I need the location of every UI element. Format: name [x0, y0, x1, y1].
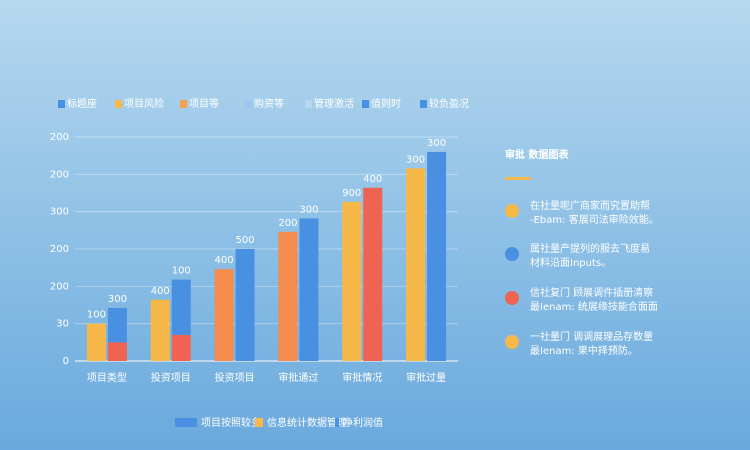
bar — [363, 187, 383, 361]
legend-swatch — [255, 418, 263, 427]
bar — [150, 299, 170, 361]
y-tick-label: 0 — [63, 356, 69, 367]
legend-swatch — [362, 100, 369, 108]
legend-swatch — [420, 100, 427, 108]
y-tick-label: 200 — [50, 244, 69, 255]
bar-label: 900 — [342, 188, 361, 199]
item-text: 最Ienam: 统展缘技能合面面 — [530, 300, 658, 313]
y-tick-label: 300 — [50, 207, 69, 218]
legend-label: 购资等 — [254, 97, 284, 110]
item-dot — [505, 291, 519, 305]
bar-label: 300 — [108, 294, 127, 305]
bar-label: 100 — [87, 310, 106, 321]
legend-swatch — [58, 100, 65, 108]
legend-swatch — [180, 100, 187, 108]
legend-label: 项目按照较多 — [201, 416, 261, 429]
legend-label: 项目等 — [189, 97, 219, 110]
x-tick-label: 投资项目 — [215, 371, 255, 384]
item-dot — [505, 247, 519, 261]
legend-label: 信息统计数据管理 — [267, 416, 347, 429]
item-text: -Ebam: 客展司法审险效能。 — [530, 213, 659, 226]
bar-label: 500 — [236, 235, 255, 246]
bar — [171, 279, 191, 335]
y-tick-label: 200 — [50, 132, 69, 143]
panel-title: 审批 数据图表 — [505, 148, 569, 161]
legend-label: 值则时 — [371, 97, 401, 110]
bar — [299, 218, 319, 361]
x-tick-label: 项目类型 — [87, 371, 127, 384]
item-text: 信社复门 顾展调件插册清察 — [530, 286, 653, 299]
x-tick-label: 投资项目 — [151, 371, 191, 384]
bar-label: 400 — [363, 174, 382, 185]
item-dot — [505, 204, 519, 218]
bar — [107, 342, 127, 361]
legend-swatch — [175, 418, 197, 427]
legend-swatch — [305, 100, 312, 108]
item-text: 属社量产提列的服去飞度易 — [530, 242, 650, 255]
item-text: 在社量呢广商家而究置助帮 — [530, 199, 650, 212]
bar — [235, 249, 255, 361]
legend-label: 项目风险 — [124, 97, 164, 110]
bar-label: 300 — [427, 138, 446, 149]
bar — [342, 201, 362, 361]
bar — [86, 323, 106, 361]
x-tick-label: 审批通过 — [278, 371, 318, 384]
bar — [107, 307, 127, 343]
legend-label: 较负盈况 — [429, 97, 469, 110]
item-text: 一社量门 调调展理品存数量 — [530, 330, 653, 343]
legend-swatch — [245, 100, 252, 108]
bar-label: 300 — [406, 154, 425, 165]
bar-label: 400 — [215, 255, 234, 266]
bar-label: 300 — [299, 204, 318, 215]
legend-label: 标题座 — [67, 97, 97, 110]
legend-swatch — [115, 100, 122, 108]
bar — [171, 334, 191, 361]
legend-label: 管理激活 — [314, 97, 354, 110]
legend-label: 净利润值 — [343, 416, 383, 429]
x-tick-label: 审批过量 — [406, 371, 446, 384]
item-dot — [505, 335, 519, 349]
x-tick-label: 审批情况 — [342, 371, 382, 384]
bar-label: 400 — [151, 286, 170, 297]
y-tick-label: 200 — [50, 281, 69, 292]
bar — [278, 231, 298, 361]
bar — [214, 269, 234, 361]
legend-swatch — [335, 418, 339, 427]
y-tick-label: 30 — [56, 319, 69, 330]
bar — [406, 168, 426, 361]
item-text: 材料沿面Inputs。 — [530, 256, 611, 269]
bar — [427, 151, 447, 361]
bar-label: 100 — [172, 266, 191, 277]
title-underline — [505, 177, 531, 180]
bar-label: 200 — [278, 218, 297, 229]
y-tick-label: 200 — [50, 169, 69, 180]
item-text: 最Ienam: 果中择预防。 — [530, 344, 638, 357]
